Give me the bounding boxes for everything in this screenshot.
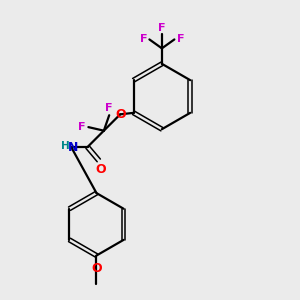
Text: F: F — [106, 103, 113, 113]
Text: F: F — [140, 34, 147, 44]
Text: F: F — [177, 34, 184, 44]
Text: H: H — [61, 140, 70, 151]
Text: O: O — [115, 108, 125, 121]
Text: N: N — [68, 140, 79, 154]
Text: F: F — [158, 22, 166, 33]
Text: O: O — [95, 164, 106, 176]
Text: F: F — [78, 122, 85, 132]
Text: O: O — [91, 262, 102, 275]
